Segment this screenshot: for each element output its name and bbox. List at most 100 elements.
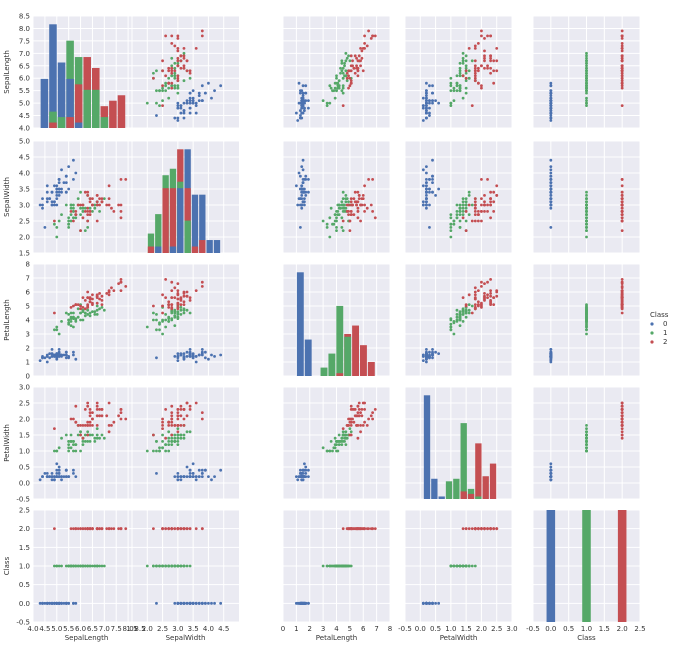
scatter-point [345,56,349,60]
scatter-point [431,84,434,88]
scatter-point [67,322,71,326]
scatter-point [333,436,337,440]
scatter-point [197,94,201,98]
scatter-point [55,325,59,329]
scatter-point [100,408,104,411]
x-tick-label: 1.0 [445,625,456,633]
scatter-point [483,282,486,285]
scatter-point [176,436,180,440]
scatter-point [93,206,97,210]
scatter-point [421,601,425,605]
scatter-point [585,91,588,95]
scatter-point [173,66,177,70]
scatter-point [449,101,453,105]
hist-bar [445,481,453,499]
scatter-point [464,303,468,306]
scatter-point [43,472,47,475]
scatter-point [88,210,92,213]
panel-sepallength-vs-sepallength: 4.04.55.05.56.06.57.07.58.08.5SepalLengt… [3,13,141,133]
scatter-point [200,411,204,414]
scatter-point [170,404,174,408]
scatter-point [428,114,431,117]
scatter-point [620,294,624,298]
scatter-point [194,101,198,105]
scatter-point [170,66,174,70]
legend-title: Class [650,311,669,319]
scatter-point [41,356,44,360]
scatter-point [191,96,195,100]
scatter-point [467,527,471,531]
scatter-point [455,318,459,322]
scatter-point [458,84,462,88]
scatter-point [585,64,588,68]
scatter-point [470,59,474,63]
scatter-point [55,352,59,355]
scatter-point [337,433,341,437]
scatter-point [158,322,161,326]
scatter-point [167,320,171,323]
scatter-point [194,355,198,358]
scatter-point [86,430,90,434]
scatter-point [50,355,54,358]
scatter-point [341,210,345,213]
panel-petallength-vs-class [532,263,641,377]
hist-bar [352,325,360,376]
scatter-point [325,104,329,107]
scatter-point [176,106,180,110]
scatter-point [81,310,85,313]
scatter-point [161,433,164,437]
scatter-point [200,468,204,472]
scatter-point [335,216,338,220]
scatter-point [176,601,180,605]
scatter-point [336,210,340,213]
scatter-point [483,54,486,58]
scatter-point [158,328,161,332]
scatter-point [88,433,92,437]
scatter-point [549,472,553,475]
scatter-point [74,564,78,568]
scatter-point [170,56,174,60]
scatter-point [585,430,588,434]
scatter-point [182,111,186,115]
scatter-point [69,210,73,213]
hist-bar [155,214,162,253]
scatter-point [467,46,471,50]
scatter-point [620,414,624,418]
scatter-point [200,475,204,478]
scatter-point [337,79,341,83]
scatter-point [43,356,47,360]
scatter-point [473,307,477,311]
hist-bar [91,89,100,128]
scatter-point [329,440,333,443]
scatter-point [91,417,94,421]
scatter-point [464,527,468,531]
x-tick-label: 7.0 [99,625,110,633]
scatter-point [434,194,437,197]
x-tick-label: 6 [361,625,366,633]
scatter-point [585,206,588,210]
scatter-point [185,601,189,605]
scatter-point [185,564,189,568]
scatter-point [476,289,480,292]
scatter-point [55,197,59,201]
scatter-point [95,294,99,298]
scatter-point [95,436,99,440]
scatter-point [467,190,471,194]
scatter-point [155,472,158,475]
scatter-point [74,216,78,220]
scatter-point [345,197,349,201]
scatter-point [486,34,489,38]
scatter-point [197,468,201,472]
x-tick-label: 2.5 [157,625,168,633]
hist-bar [453,478,460,499]
scatter-point [55,184,59,188]
scatter-point [620,34,624,38]
scatter-point [182,56,186,60]
scatter-point [200,84,204,88]
scatter-point [585,61,588,65]
scatter-point [67,318,71,322]
scatter-point [50,200,54,204]
x-tick-label: 5.5 [63,625,74,633]
scatter-point [339,71,342,75]
scatter-point [188,299,192,302]
